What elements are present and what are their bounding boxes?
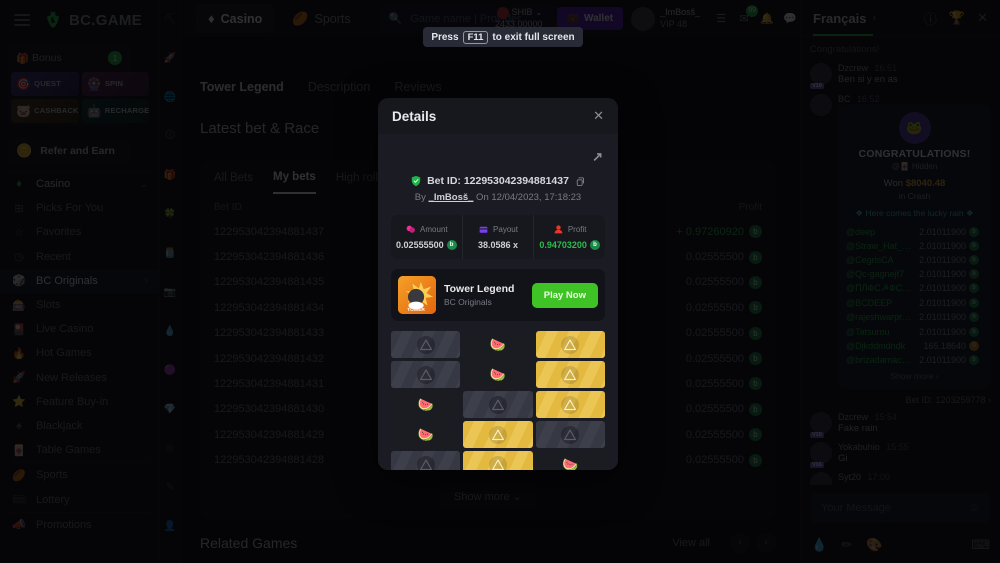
svg-text:TOWER: TOWER bbox=[407, 307, 425, 313]
